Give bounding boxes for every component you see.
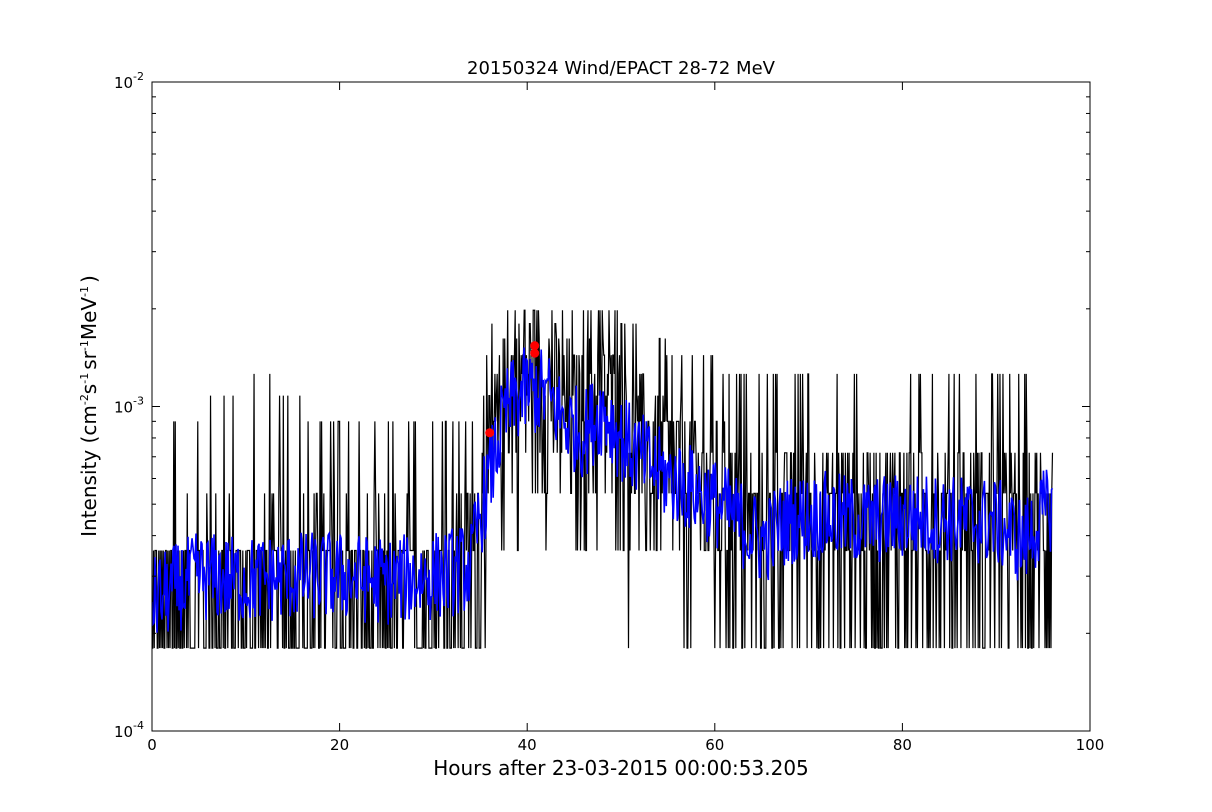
plot-area — [151, 81, 1091, 732]
y-axis-label: Intensity (cm-2s-1sr-1MeV-1) — [77, 275, 101, 537]
x-tick-label: 100 — [1076, 736, 1105, 754]
onset-marker — [530, 341, 540, 351]
y-tick-label: 10-4 — [114, 719, 144, 741]
smoothed-intensity-series — [152, 347, 1054, 633]
y-tick-label: 10-3 — [114, 395, 144, 417]
x-axis-ticks: 0 20 40 60 80 100 — [147, 82, 1104, 754]
chart-title: 20150324 Wind/EPACT 28-72 MeV — [467, 58, 776, 79]
y-axis-ticks: 10-4 10-3 10-2 — [114, 70, 1090, 741]
onset-marker — [530, 348, 540, 358]
x-tick-label: 0 — [147, 736, 157, 754]
onset-marker — [485, 428, 495, 438]
x-tick-label: 20 — [330, 736, 349, 754]
smoothed-intensity-line — [152, 347, 1054, 633]
x-tick-label: 40 — [518, 736, 537, 754]
y-tick-label: 10-2 — [114, 70, 144, 92]
x-tick-label: 60 — [705, 736, 724, 754]
x-tick-label: 80 — [893, 736, 912, 754]
onset-markers — [485, 341, 540, 438]
x-axis-label: Hours after 23-03-2015 00:00:53.205 — [433, 756, 809, 780]
